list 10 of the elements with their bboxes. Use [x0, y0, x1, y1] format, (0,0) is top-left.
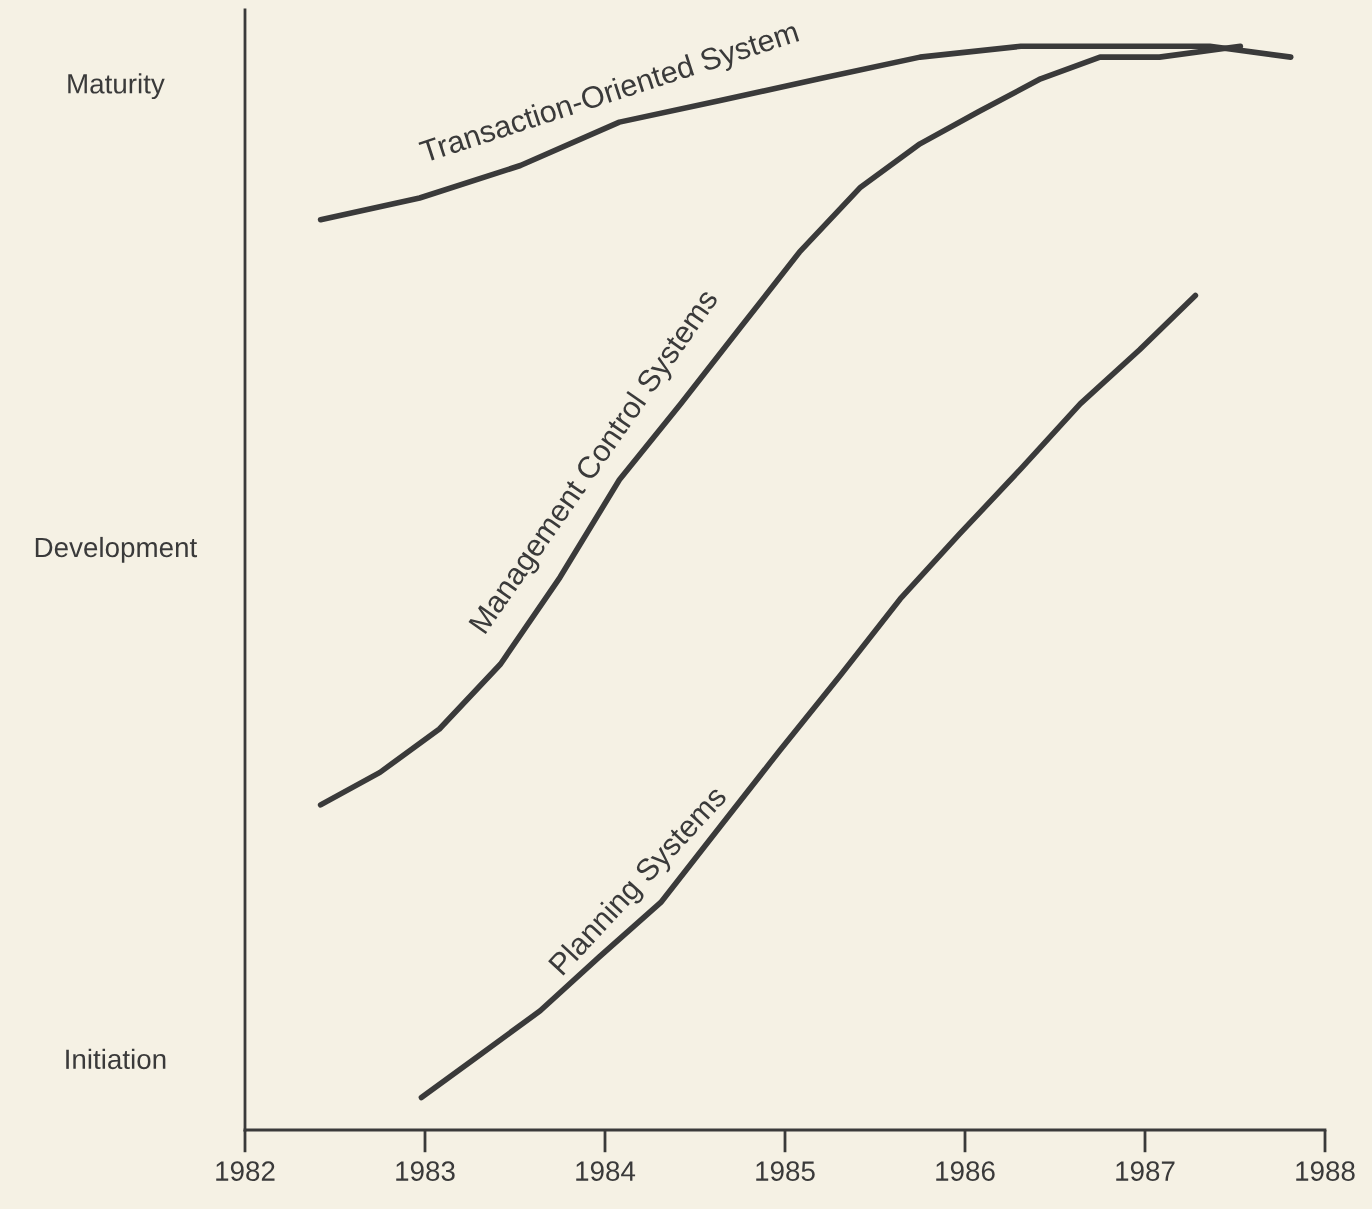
x-tick-label: 1987 [1116, 1161, 1175, 1181]
x-tick-label: 1982 [216, 1161, 275, 1181]
x-tick-label: 1983 [396, 1161, 455, 1181]
text: Maturity [68, 73, 165, 100]
x-tick-label: 1985 [756, 1161, 815, 1181]
text: Development [35, 536, 198, 563]
x-tick-label: 1988 [1296, 1161, 1355, 1181]
text: Initiation [66, 1048, 166, 1070]
x-tick-label: 1984 [576, 1161, 636, 1181]
x-tick-label: 1986 [936, 1161, 995, 1181]
